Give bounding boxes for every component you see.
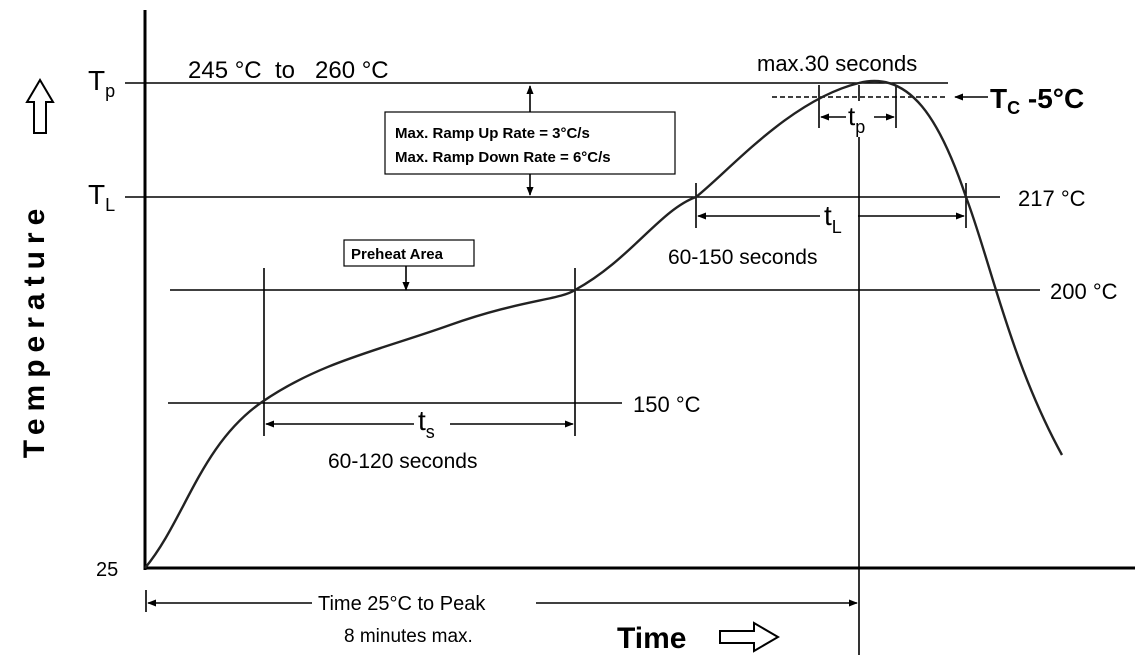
- temp-217-label: 217 °C: [1018, 186, 1086, 211]
- reflow-profile-curve: [144, 79, 1064, 569]
- tc-label: TC -5°C: [990, 83, 1084, 118]
- y-origin-label: 25: [96, 559, 118, 581]
- right-outline-arrow-icon: [719, 621, 780, 653]
- y-axis-title: Temperature: [18, 202, 51, 459]
- tl-duration-label: 60-150 seconds: [668, 246, 817, 269]
- up-outline-arrow-icon: [25, 78, 55, 134]
- tp-interval-label-bg: [846, 101, 874, 137]
- ramp-rate-box: [384, 111, 676, 175]
- tp-axis-label: Tp: [88, 65, 115, 101]
- y-axis-label: Temperature: [18, 202, 51, 459]
- ts-duration-label: 60-120 seconds: [328, 450, 477, 473]
- ramp-down-label: Max. Ramp Down Rate = 6°C/s: [395, 149, 611, 166]
- ts-interval-label: ts: [418, 405, 435, 442]
- preheat-box: [343, 239, 475, 267]
- tl-axis-label: TL: [88, 179, 115, 215]
- tp-interval-label: tp: [848, 101, 865, 137]
- tl-interval-label: tL: [824, 200, 842, 237]
- temp-200-label: 200 °C: [1050, 279, 1118, 304]
- x-axis-label: Time: [617, 622, 686, 655]
- temp-150-label: 150 °C: [633, 392, 701, 417]
- time-to-peak-max-label: 8 minutes max.: [344, 626, 473, 647]
- time-to-peak-label: Time 25°C to Peak: [318, 593, 486, 615]
- tl-interval-label-bg: [820, 198, 858, 238]
- preheat-label: Preheat Area: [351, 246, 444, 263]
- peak-range-label: 245 °C to 260 °C: [188, 57, 389, 84]
- max-30-seconds-label: max.30 seconds: [757, 51, 917, 76]
- ramp-up-label: Max. Ramp Up Rate = 3°C/s: [395, 125, 590, 142]
- ts-interval-label-bg: [414, 405, 450, 445]
- time-to-peak-label-bg: [312, 590, 536, 616]
